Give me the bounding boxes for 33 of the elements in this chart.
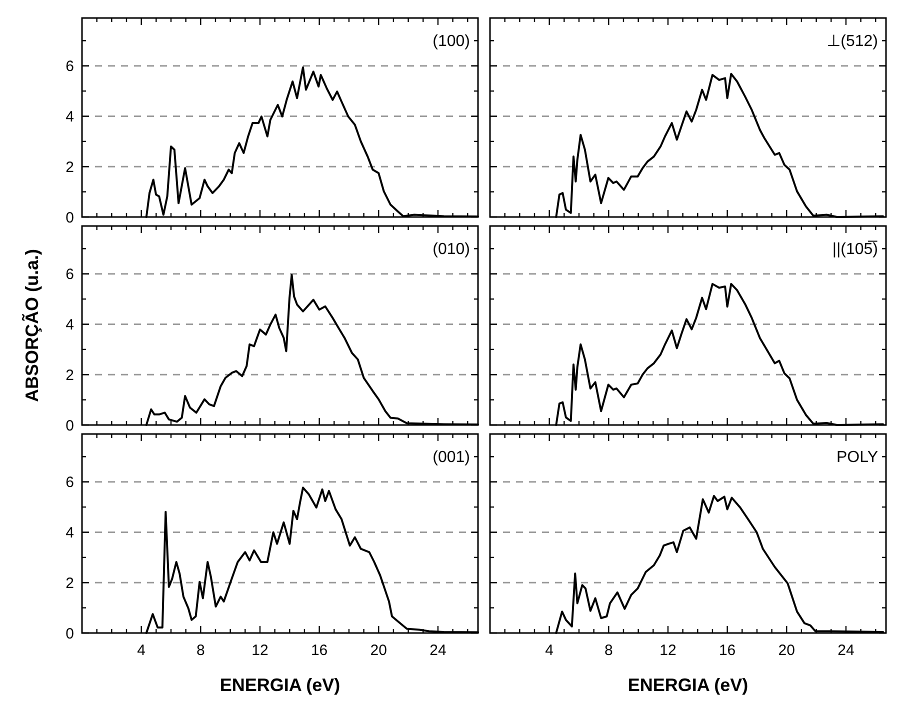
x-tick-label: 8 xyxy=(604,642,613,659)
annotation: (001) xyxy=(432,449,470,466)
x-tick-label: 12 xyxy=(252,642,268,659)
x-tick-label: 24 xyxy=(430,642,446,659)
x-tick-label: 4 xyxy=(137,642,146,659)
y-tick-label: 4 xyxy=(66,316,74,334)
y-tick-label: 0 xyxy=(66,417,74,434)
annotation: ⊥(512) xyxy=(826,33,878,50)
y-tick-label: 2 xyxy=(66,574,74,592)
x-tick-label: 8 xyxy=(196,642,205,659)
x-tick-label: 20 xyxy=(778,642,795,659)
y-tick-label: 0 xyxy=(66,625,74,642)
annotation: ||(105̅) xyxy=(832,240,878,258)
x-tick-label: 24 xyxy=(838,642,854,659)
x-tick-label: 12 xyxy=(660,642,676,659)
y-tick-label: 6 xyxy=(66,58,74,76)
annotation: (010) xyxy=(432,241,470,258)
x-tick-label: 16 xyxy=(718,642,736,659)
x-tick-label: 16 xyxy=(310,642,328,659)
x-tick-label: 4 xyxy=(545,642,554,659)
annotation: POLY xyxy=(836,449,878,466)
y-tick-label: 4 xyxy=(66,524,74,542)
x-axis-title: ENERGIA (eV) xyxy=(220,675,340,695)
y-tick-label: 0 xyxy=(66,209,74,226)
annotation: (100) xyxy=(432,33,470,50)
y-tick-label: 4 xyxy=(66,108,74,126)
x-axis-title: ENERGIA (eV) xyxy=(628,675,748,695)
y-tick-label: 6 xyxy=(66,474,74,492)
y-tick-label: 2 xyxy=(66,366,74,384)
x-tick-label: 20 xyxy=(370,642,387,659)
y-tick-label: 2 xyxy=(66,158,74,176)
y-tick-label: 6 xyxy=(66,266,74,284)
y-axis-title: ABSORÇÃO (u.a.) xyxy=(21,248,42,402)
